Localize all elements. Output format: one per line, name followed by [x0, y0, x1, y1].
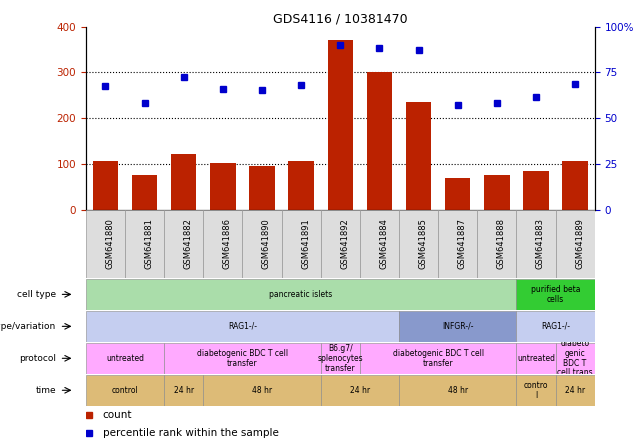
Bar: [555, 343, 595, 374]
Text: percentile rank within the sample: percentile rank within the sample: [102, 428, 279, 438]
Bar: [477, 210, 516, 278]
Text: GSM641891: GSM641891: [301, 218, 310, 270]
Bar: [406, 102, 431, 210]
Bar: [516, 210, 555, 278]
Bar: [321, 375, 399, 406]
Text: control: control: [112, 386, 139, 395]
Text: diabetogenic BDC T cell
transfer: diabetogenic BDC T cell transfer: [392, 349, 483, 368]
Bar: [360, 343, 516, 374]
Text: GSM641882: GSM641882: [184, 218, 193, 270]
Text: GSM641886: GSM641886: [223, 218, 232, 270]
Bar: [328, 40, 353, 210]
Text: genotype/variation: genotype/variation: [0, 322, 56, 331]
Bar: [516, 279, 595, 310]
Bar: [399, 311, 516, 342]
Bar: [164, 343, 321, 374]
Bar: [171, 154, 197, 210]
Bar: [516, 311, 595, 342]
Text: pancreatic islets: pancreatic islets: [270, 290, 333, 299]
Bar: [438, 210, 477, 278]
Bar: [86, 343, 164, 374]
Text: 24 hr: 24 hr: [350, 386, 370, 395]
Text: B6.g7/
splenocytes
transfer: B6.g7/ splenocytes transfer: [317, 344, 363, 373]
Text: 24 hr: 24 hr: [174, 386, 194, 395]
Bar: [321, 343, 360, 374]
Text: GSM641888: GSM641888: [497, 218, 506, 270]
Bar: [86, 279, 516, 310]
Text: GSM641884: GSM641884: [380, 218, 389, 270]
Bar: [242, 210, 282, 278]
Bar: [367, 72, 392, 210]
Text: GSM641890: GSM641890: [262, 218, 271, 270]
Text: 48 hr: 48 hr: [252, 386, 272, 395]
Bar: [321, 210, 360, 278]
Text: untreated: untreated: [106, 354, 144, 363]
Text: RAG1-/-: RAG1-/-: [541, 322, 570, 331]
Bar: [204, 210, 242, 278]
Bar: [288, 161, 314, 210]
Text: diabeto
genic
BDC T
cell trans: diabeto genic BDC T cell trans: [557, 339, 593, 377]
Bar: [555, 375, 595, 406]
Text: INFGR-/-: INFGR-/-: [442, 322, 473, 331]
Bar: [249, 166, 275, 210]
Bar: [93, 161, 118, 210]
Bar: [86, 210, 125, 278]
Text: GSM641883: GSM641883: [536, 218, 545, 270]
Bar: [132, 175, 157, 210]
Bar: [523, 170, 549, 210]
Bar: [164, 375, 204, 406]
Text: 24 hr: 24 hr: [565, 386, 585, 395]
Bar: [210, 163, 235, 210]
Bar: [516, 343, 555, 374]
Text: diabetogenic BDC T cell
transfer: diabetogenic BDC T cell transfer: [197, 349, 288, 368]
Bar: [360, 210, 399, 278]
Bar: [484, 175, 509, 210]
Bar: [204, 375, 321, 406]
Text: 48 hr: 48 hr: [448, 386, 467, 395]
Bar: [86, 375, 164, 406]
Bar: [399, 210, 438, 278]
Text: GSM641880: GSM641880: [106, 218, 114, 270]
Bar: [562, 161, 588, 210]
Text: contro
l: contro l: [523, 381, 548, 400]
Text: GSM641892: GSM641892: [340, 218, 349, 270]
Bar: [125, 210, 164, 278]
Text: RAG1-/-: RAG1-/-: [228, 322, 257, 331]
Text: GSM641887: GSM641887: [458, 218, 467, 270]
Bar: [399, 375, 516, 406]
Bar: [555, 210, 595, 278]
Bar: [445, 178, 471, 210]
Title: GDS4116 / 10381470: GDS4116 / 10381470: [273, 12, 408, 25]
Text: protocol: protocol: [19, 354, 56, 363]
Bar: [86, 311, 399, 342]
Bar: [164, 210, 204, 278]
Text: GSM641889: GSM641889: [575, 218, 584, 270]
Text: GSM641885: GSM641885: [418, 218, 427, 270]
Text: untreated: untreated: [517, 354, 555, 363]
Text: cell type: cell type: [17, 290, 56, 299]
Text: time: time: [36, 386, 56, 395]
Bar: [516, 375, 555, 406]
Text: purified beta
cells: purified beta cells: [531, 285, 580, 304]
Bar: [282, 210, 321, 278]
Text: count: count: [102, 409, 132, 420]
Text: GSM641881: GSM641881: [144, 218, 153, 270]
